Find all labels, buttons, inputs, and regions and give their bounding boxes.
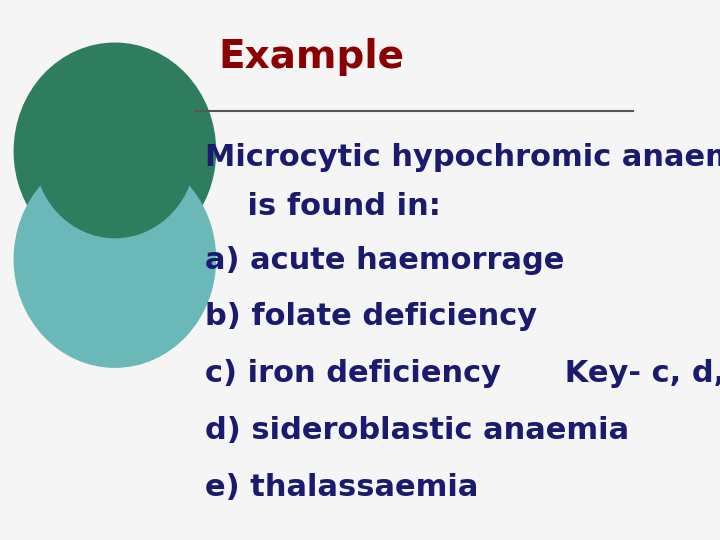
Text: is found in:: is found in: [205, 192, 441, 221]
Circle shape [35, 65, 195, 238]
Text: e) thalassaemia: e) thalassaemia [205, 472, 479, 502]
Text: b) folate deficiency: b) folate deficiency [205, 302, 538, 332]
Text: c) iron deficiency      Key- c, d, e: c) iron deficiency Key- c, d, e [205, 359, 720, 388]
Circle shape [14, 151, 215, 367]
Text: a) acute haemorrage: a) acute haemorrage [205, 246, 564, 275]
Text: Microcytic hypochromic anaemia: Microcytic hypochromic anaemia [205, 143, 720, 172]
Circle shape [14, 43, 215, 259]
Text: Example: Example [218, 38, 404, 76]
Text: d) sideroblastic anaemia: d) sideroblastic anaemia [205, 416, 629, 445]
